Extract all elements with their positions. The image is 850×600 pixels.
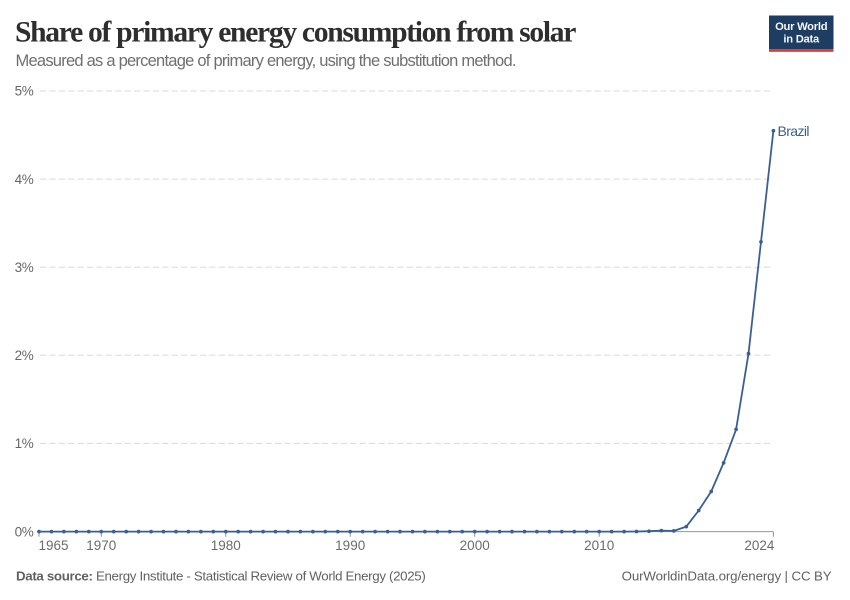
svg-text:Measured as a percentage of pr: Measured as a percentage of primary ener… <box>16 52 516 70</box>
svg-text:2%: 2% <box>15 348 34 363</box>
svg-text:in Data: in Data <box>783 34 820 46</box>
svg-text:1970: 1970 <box>86 538 116 553</box>
svg-text:Brazil: Brazil <box>778 123 810 139</box>
svg-text:1%: 1% <box>15 436 34 451</box>
svg-text:1965: 1965 <box>39 538 69 553</box>
svg-text:4%: 4% <box>15 172 34 187</box>
svg-text:OurWorldinData.org/energy | CC: OurWorldinData.org/energy | CC BY <box>622 568 832 583</box>
svg-text:Our World: Our World <box>775 21 828 33</box>
svg-text:1990: 1990 <box>335 538 365 553</box>
svg-text:2010: 2010 <box>584 538 614 553</box>
svg-text:Share of primary energy consum: Share of primary energy consumption from… <box>15 16 576 48</box>
svg-text:3%: 3% <box>15 260 34 275</box>
svg-text:Data source: Energy Institute: Data source: Energy Institute - Statisti… <box>16 568 425 583</box>
svg-text:5%: 5% <box>15 84 34 99</box>
svg-text:1980: 1980 <box>211 538 241 553</box>
svg-text:2000: 2000 <box>460 538 490 553</box>
svg-text:0%: 0% <box>15 524 34 539</box>
svg-text:2024: 2024 <box>744 538 775 553</box>
